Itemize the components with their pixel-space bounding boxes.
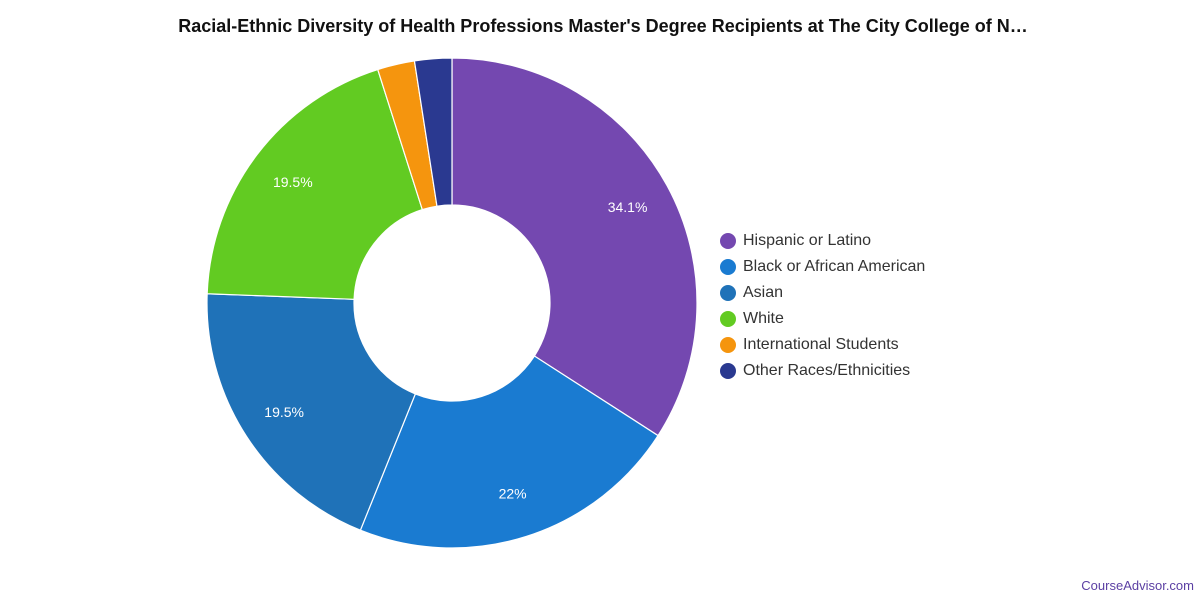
legend-item[interactable]: Other Races/Ethnicities bbox=[720, 358, 925, 384]
slice-value-label: 19.5% bbox=[264, 404, 304, 420]
legend-label: Asian bbox=[743, 284, 784, 301]
slice-white bbox=[206, 68, 424, 300]
legend-label: White bbox=[743, 310, 784, 327]
slice-labels-group: 34.1% 22% 19.5% 19.5% bbox=[264, 174, 647, 502]
legend-item[interactable]: White bbox=[720, 306, 925, 332]
legend-label: Hispanic or Latino bbox=[743, 232, 872, 249]
legend-swatch bbox=[720, 363, 736, 379]
legend-swatch bbox=[720, 259, 736, 275]
legend-swatch bbox=[720, 311, 736, 327]
slice-value-label: 22% bbox=[499, 486, 527, 502]
slice-value-label: 34.1% bbox=[608, 199, 648, 215]
legend-swatch bbox=[720, 233, 736, 249]
slice-asian bbox=[206, 293, 417, 532]
legend-label: International Students bbox=[743, 336, 899, 353]
legend-label: Black or African American bbox=[743, 258, 926, 275]
slice-hispanic-or-latino bbox=[451, 57, 698, 437]
legend-swatch bbox=[720, 285, 736, 301]
legend-label: Other Races/Ethnicities bbox=[743, 362, 911, 379]
source-link[interactable]: CourseAdvisor.com bbox=[1081, 578, 1194, 593]
slice-black-or-african-american bbox=[359, 355, 659, 549]
slice-value-label: 19.5% bbox=[273, 174, 313, 190]
legend-swatch bbox=[720, 337, 736, 353]
legend-item[interactable]: International Students bbox=[720, 332, 925, 358]
legend-item[interactable]: Hispanic or Latino bbox=[720, 228, 925, 254]
slices-group bbox=[206, 57, 698, 549]
chart-title: Racial-Ethnic Diversity of Health Profes… bbox=[178, 16, 1028, 36]
legend: Hispanic or Latino Black or African Ameri… bbox=[720, 228, 925, 384]
slice-other-races-ethnicities bbox=[413, 57, 453, 207]
legend-item[interactable]: Black or African American bbox=[720, 254, 925, 280]
legend-item[interactable]: Asian bbox=[720, 280, 925, 306]
